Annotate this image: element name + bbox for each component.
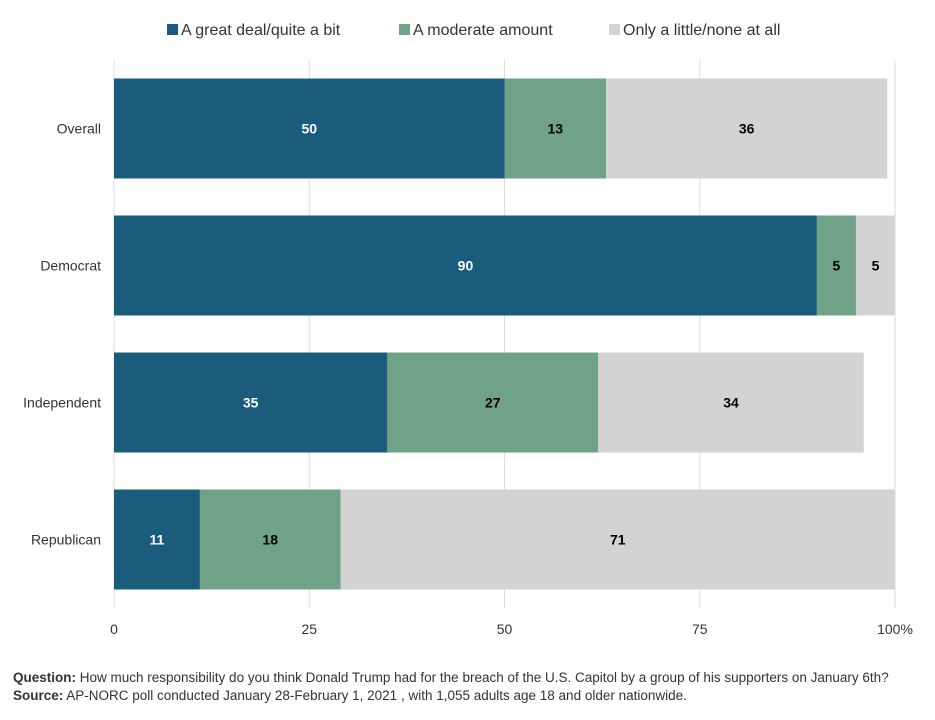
- chart-footer: Question: How much responsibility do you…: [13, 669, 889, 705]
- data-label: 34: [723, 395, 739, 411]
- bar-segment: [199, 489, 341, 590]
- data-label: 5: [872, 258, 880, 274]
- bar-segment: [606, 78, 888, 179]
- data-label: 90: [458, 258, 474, 274]
- category-label: Democrat: [40, 258, 101, 274]
- bar-segment: [387, 352, 599, 453]
- source-text: AP-NORC poll conducted January 28-Februa…: [63, 688, 687, 703]
- x-tick-label: 50: [497, 621, 513, 637]
- data-label: 35: [243, 395, 259, 411]
- bar-segment: [504, 78, 607, 179]
- legend-swatch: [167, 24, 178, 35]
- bar-segment: [114, 215, 817, 316]
- x-tick-label: 0: [110, 621, 118, 637]
- legend-label: A great deal/quite a bit: [181, 22, 341, 39]
- category-label: Republican: [31, 532, 101, 548]
- source-line: Source: AP-NORC poll conducted January 2…: [13, 687, 889, 705]
- legend-swatch: [609, 24, 620, 35]
- stacked-bar-chart: 0 25 50 75 100% Overall 50 13 36 Democrat 90 5 5 Inde…: [23, 22, 913, 637]
- data-label: 71: [610, 532, 626, 548]
- source-label: Source:: [13, 688, 64, 703]
- legend-label: Only a little/none at all: [623, 22, 780, 39]
- x-tick-label: 100%: [877, 621, 913, 637]
- data-label: 50: [301, 121, 317, 137]
- x-tick-label: 75: [692, 621, 708, 637]
- bar-segment: [816, 215, 856, 316]
- bar-segment: [340, 489, 895, 590]
- legend-label: A moderate amount: [413, 22, 553, 39]
- x-tick-label: 25: [301, 621, 317, 637]
- data-label: 11: [150, 532, 165, 548]
- data-label: 27: [485, 395, 501, 411]
- legend-swatch: [399, 24, 410, 35]
- category-label: Overall: [57, 121, 101, 137]
- category-label: Independent: [23, 395, 101, 411]
- bar-segment: [855, 215, 895, 316]
- data-label: 36: [739, 121, 755, 137]
- bar-segment: [114, 352, 388, 453]
- bar-segment: [114, 78, 505, 179]
- bar-segment: [114, 489, 200, 590]
- question-text: How much responsibility do you think Don…: [76, 670, 889, 685]
- bar-segment: [598, 352, 864, 453]
- question-line: Question: How much responsibility do you…: [13, 669, 889, 687]
- question-label: Question:: [13, 670, 76, 685]
- data-label: 13: [547, 121, 563, 137]
- data-label: 18: [262, 532, 278, 548]
- data-label: 5: [833, 258, 841, 274]
